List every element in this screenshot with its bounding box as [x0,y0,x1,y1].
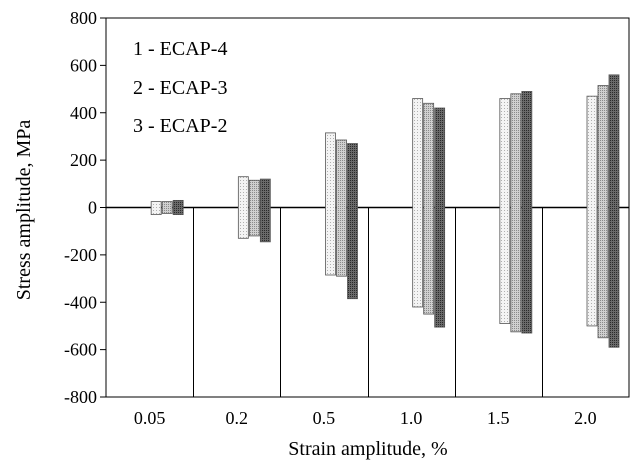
x-tick-label: 0.05 [134,408,166,428]
bar-series-3 [259,178,271,243]
legend-entry-2: 2 - ECAP-3 [133,77,227,99]
y-tick-label: 600 [70,55,97,75]
x-axis-title: Strain amplitude, % [288,438,447,460]
bar-series-3 [434,107,446,328]
y-tick-label: -800 [64,387,97,407]
x-tick-label: 2.0 [574,408,597,428]
y-tick-label: 800 [70,8,97,28]
plot-area [105,17,630,398]
y-axis-title: Stress amplitude, MPa [13,120,35,301]
legend: 1 - ECAP-4 2 - ECAP-3 3 - ECAP-2 [133,38,227,137]
x-tick-label: 1.0 [400,408,423,428]
legend-entry-1: 1 - ECAP-4 [133,38,227,60]
bar-series-2 [597,85,609,339]
bar-series-3 [608,74,620,348]
bar-series-2 [336,139,347,277]
bar-series-2 [423,102,435,315]
y-tick-label: -600 [64,340,97,360]
y-tick-label: 200 [70,150,97,170]
bar-series-3 [347,143,358,300]
bar-series-1 [412,98,424,308]
x-tick-label: 0.2 [226,408,249,428]
bar-series-2 [161,201,173,214]
y-axis: 800 600 400 200 0 -200 -400 -600 -800 [64,8,106,407]
x-tick-label: 0.5 [313,408,336,428]
bar-series-1 [325,132,336,276]
bar-series-2 [248,179,260,237]
x-axis: 0.05 0.2 0.5 1.0 1.5 2.0 [134,408,597,428]
bar-series-3 [172,199,184,216]
bar-series-1 [237,176,249,239]
y-tick-label: 400 [70,103,97,123]
bar-series-1 [586,95,598,327]
bar-series-1 [499,98,511,324]
bar-series-3 [521,91,533,334]
y-tick-label: -200 [64,245,97,265]
y-tick-label: -400 [64,292,97,312]
bar-series-1 [150,201,162,216]
bar-series-2 [510,93,522,333]
bar-series-group [150,74,620,348]
legend-entry-3: 3 - ECAP-2 [133,115,227,137]
y-tick-label: 0 [88,198,97,218]
x-tick-label: 1.5 [487,408,510,428]
